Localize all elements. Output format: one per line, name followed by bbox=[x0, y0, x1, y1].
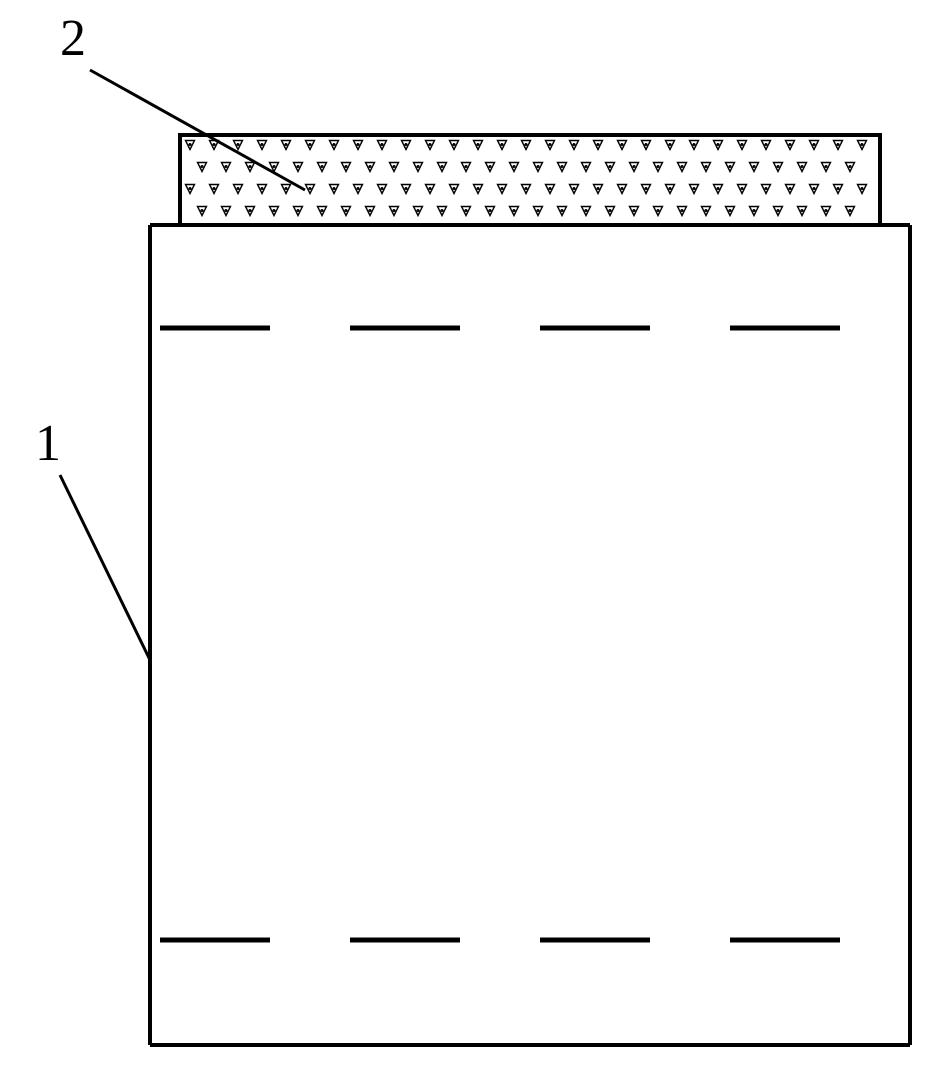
label-2-text: 2 bbox=[60, 10, 86, 67]
technical-figure: 21 bbox=[0, 0, 949, 1075]
label-1-text: 1 bbox=[35, 415, 61, 472]
